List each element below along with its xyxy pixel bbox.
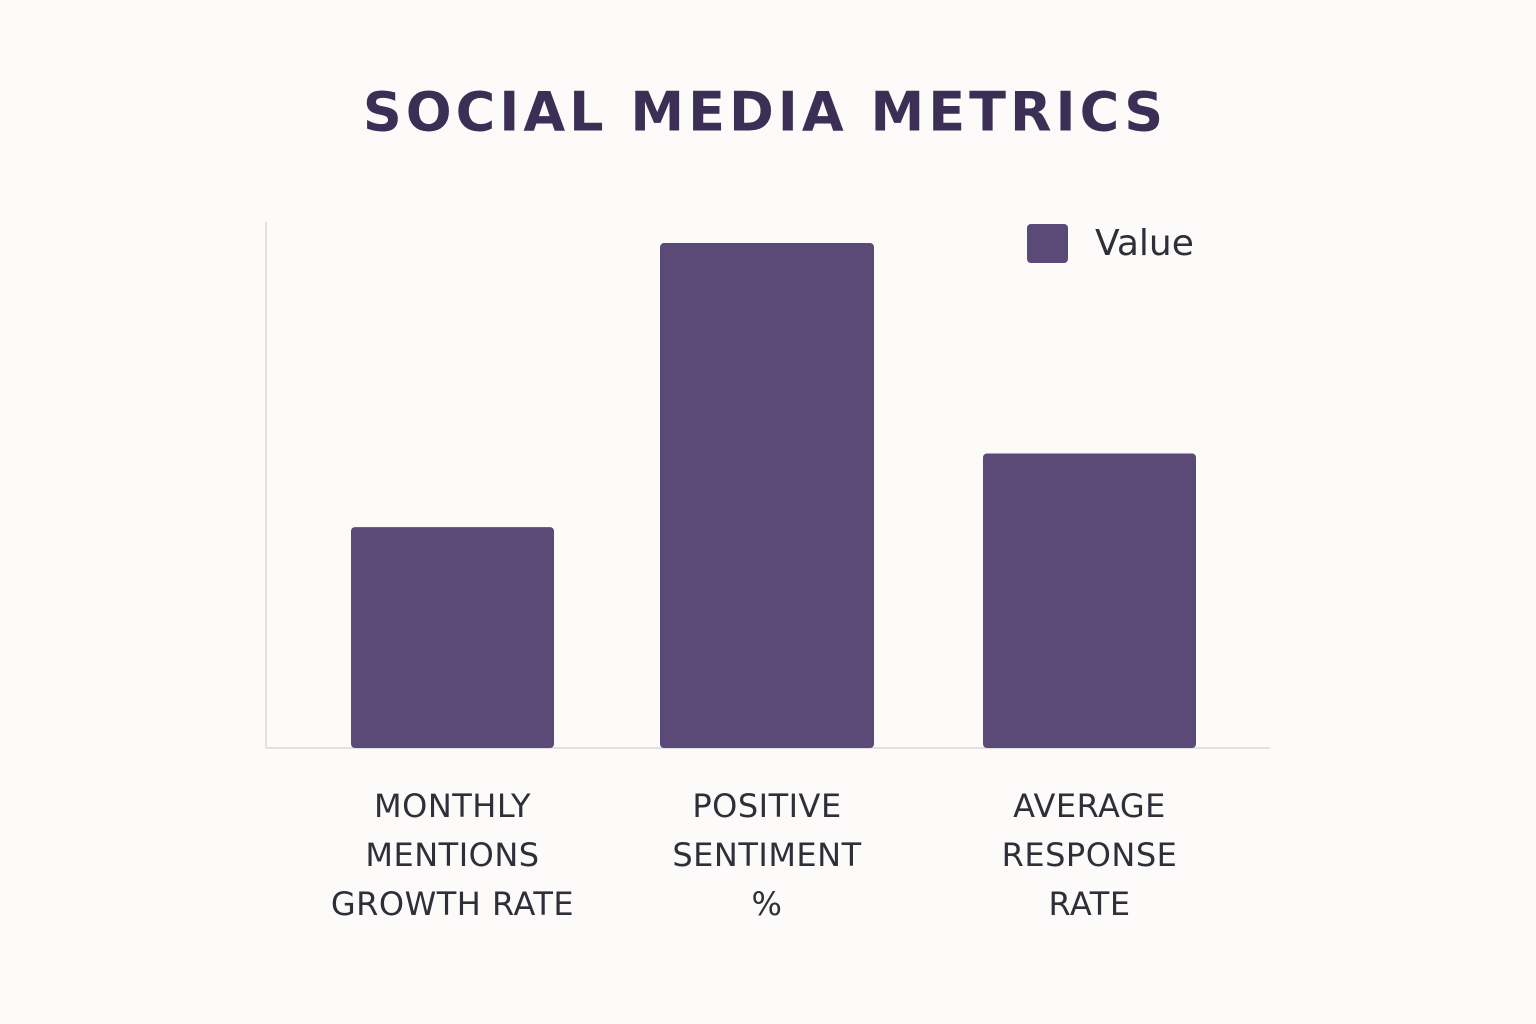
- bar: [660, 243, 874, 749]
- x-tick-label: AVERAGE RESPONSE RATE: [1001, 787, 1178, 923]
- bar: [351, 527, 554, 748]
- x-tick-label: POSITIVE SENTIMENT %: [672, 787, 862, 923]
- bar: [983, 453, 1196, 748]
- legend-swatch: [1027, 224, 1068, 263]
- x-tick-label: MONTHLY MENTIONS GROWTH RATE: [330, 787, 575, 923]
- legend-label: Value: [1095, 223, 1194, 264]
- chart-title: SOCIAL MEDIA METRICS: [363, 81, 1167, 144]
